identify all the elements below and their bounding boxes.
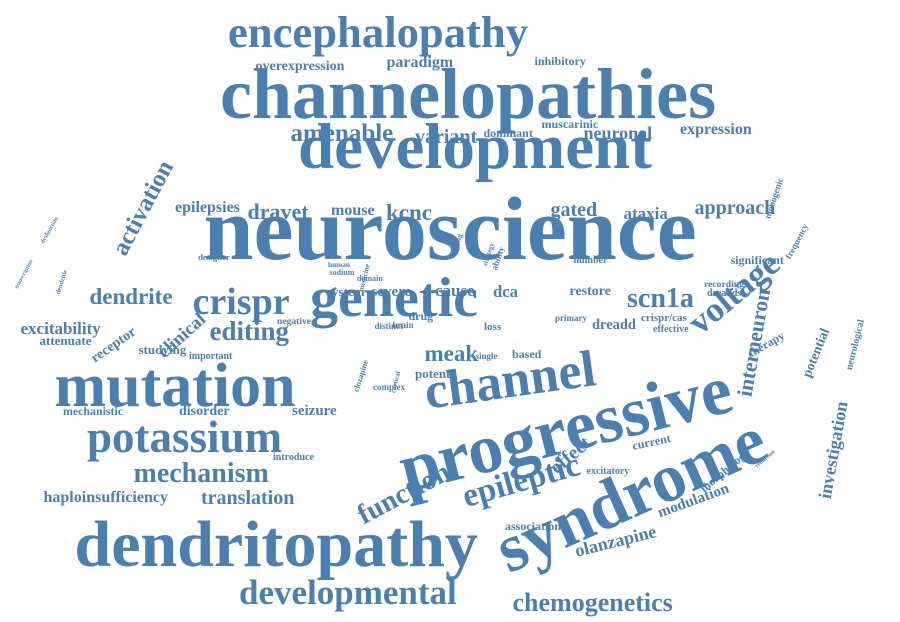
word-dendrite: dendrite bbox=[89, 284, 173, 309]
word-dominant: dominant bbox=[483, 126, 533, 140]
word-mouse: mouse bbox=[331, 202, 375, 219]
word-frequency: frequency bbox=[783, 221, 811, 261]
word-dreadds: dreadds bbox=[707, 288, 742, 299]
word-mutation: mutation bbox=[54, 352, 296, 420]
word-effective: effective bbox=[653, 324, 689, 335]
word-paradigm: paradigm bbox=[386, 54, 454, 71]
word-introduce: introduce bbox=[273, 452, 314, 463]
word-excitatory: excitatory bbox=[586, 466, 630, 477]
word-potential: potential bbox=[798, 325, 833, 380]
word-negative: negative bbox=[277, 316, 312, 327]
word-number: number bbox=[573, 255, 608, 266]
word-dravet: dravet bbox=[247, 199, 309, 224]
word-neuronal: neuronal bbox=[583, 123, 653, 143]
word-editing: editing bbox=[209, 316, 290, 346]
word-potassium: potassium bbox=[87, 412, 283, 462]
word-haploinsufficiency: haploinsufficiency bbox=[43, 489, 168, 506]
word-muscarinic: muscarinic bbox=[541, 117, 599, 131]
word-association: association bbox=[505, 519, 562, 533]
word-gated: gated bbox=[550, 199, 598, 221]
word-translation: translation bbox=[201, 487, 295, 509]
word-crispr-cas: crispr/cas bbox=[641, 312, 687, 324]
word-variant: variant bbox=[415, 126, 478, 148]
word-developmental: developmental bbox=[239, 573, 457, 612]
word-overexpression: overexpression bbox=[255, 59, 345, 74]
word-dysfunction: dysfunction bbox=[39, 215, 61, 245]
word-neurological: neurological bbox=[843, 318, 867, 372]
word-domain: domain bbox=[357, 274, 383, 283]
word-dca: dca bbox=[493, 282, 518, 301]
word-scn1a: scn1a bbox=[627, 283, 694, 314]
word-sodium: sodium bbox=[329, 268, 355, 277]
word-kcnc: kcnc bbox=[386, 200, 432, 225]
word-distinct: distinct bbox=[374, 321, 404, 331]
word-drug: drug bbox=[408, 309, 434, 323]
word-genetic: genetic bbox=[310, 267, 478, 329]
word-seizure: seizure bbox=[292, 403, 337, 419]
word-important: important bbox=[189, 351, 233, 362]
word-meak: meak bbox=[424, 341, 479, 366]
word-restore: restore bbox=[569, 284, 611, 299]
word-inhibitory: inhibitory bbox=[534, 54, 586, 68]
word-brain: brain bbox=[392, 320, 414, 330]
word-single: single bbox=[475, 351, 498, 361]
word-investigation: investigation bbox=[814, 399, 852, 501]
word-expression: expression bbox=[680, 121, 752, 138]
word-mechanism: mechanism bbox=[133, 458, 269, 489]
word-approach: approach bbox=[694, 197, 776, 219]
word-dendritopathy: dendritopathy bbox=[74, 508, 478, 581]
word-development: development bbox=[298, 111, 652, 183]
word-potent: potent bbox=[415, 366, 451, 381]
word-ataxia: ataxia bbox=[623, 204, 668, 223]
word-studying: studying bbox=[138, 342, 187, 357]
word-designer: designer bbox=[198, 251, 230, 262]
word-mechanistic: mechanistic bbox=[63, 404, 124, 418]
word-cause: cause bbox=[435, 281, 475, 300]
word-primary: primary bbox=[555, 313, 587, 323]
word-channelopathies: channelopathies bbox=[220, 54, 717, 134]
word-human: human bbox=[328, 259, 350, 269]
word-clozapine: clozapine bbox=[350, 358, 370, 393]
word-neuroscience: neuroscience bbox=[203, 180, 697, 279]
word-amenable: amenable bbox=[290, 120, 394, 147]
word-disorder: disorder bbox=[179, 404, 230, 419]
word-recording: recording bbox=[704, 279, 744, 290]
word-complex: complex bbox=[373, 382, 405, 392]
word-loss: loss bbox=[484, 321, 502, 333]
word-epilepsies: epilepsies bbox=[175, 199, 240, 216]
word-crispr: crispr bbox=[192, 281, 290, 323]
word-significant: significant bbox=[730, 253, 784, 267]
word-system: system bbox=[327, 284, 365, 299]
word-chemogenetics: chemogenetics bbox=[512, 588, 673, 617]
word-transcription: transcription bbox=[14, 258, 35, 290]
word-excitability: excitability bbox=[20, 319, 101, 338]
word-encephalopathy: encephalopathy bbox=[228, 7, 529, 57]
word-activation: activation bbox=[106, 155, 179, 260]
word-severe: severe bbox=[371, 284, 412, 300]
word-based: based bbox=[512, 347, 542, 361]
word-dendritic: dendritic bbox=[54, 268, 69, 296]
word-dreadd: dreadd bbox=[592, 317, 636, 333]
word-attenuate: attenuate bbox=[39, 333, 92, 348]
